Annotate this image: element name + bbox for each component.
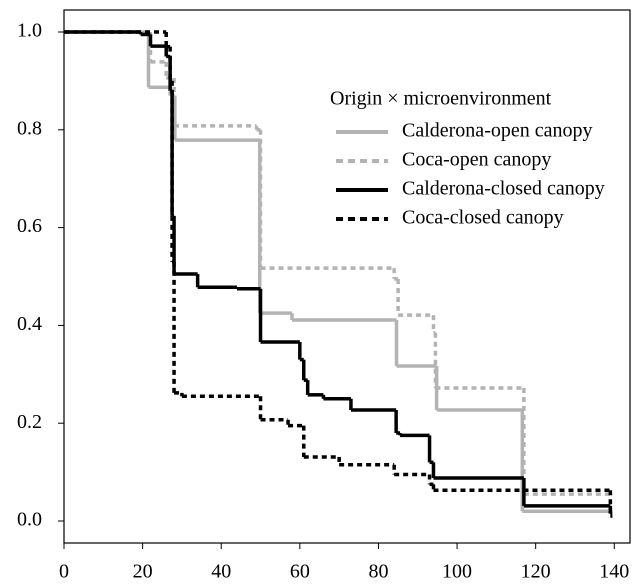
legend-label: Coca-open canopy [402,149,551,171]
y-tick-label: 1.0 [17,20,42,42]
x-tick-label: 0 [59,561,69,583]
legend-label: Calderona-closed canopy [402,178,605,200]
x-tick-label: 80 [368,561,388,583]
y-tick-label: 0.4 [17,313,42,335]
y-tick-label: 0.6 [17,215,42,237]
y-tick-label: 0.0 [17,509,42,531]
x-tick-label: 40 [211,561,231,583]
plot-frame [63,9,631,544]
x-tick-label: 120 [521,561,551,583]
y-tick-label: 0.2 [17,411,42,433]
legend-label: Calderona-open canopy [402,120,592,142]
x-tick-label: 100 [442,561,472,583]
x-tick-label: 140 [599,561,629,583]
x-tick-label: 20 [133,561,153,583]
x-tick-label: 60 [290,561,310,583]
legend-title: Origin × microenvironment [330,88,552,110]
legend-label: Coca-closed canopy [402,207,564,229]
y-tick-label: 0.8 [17,117,42,139]
